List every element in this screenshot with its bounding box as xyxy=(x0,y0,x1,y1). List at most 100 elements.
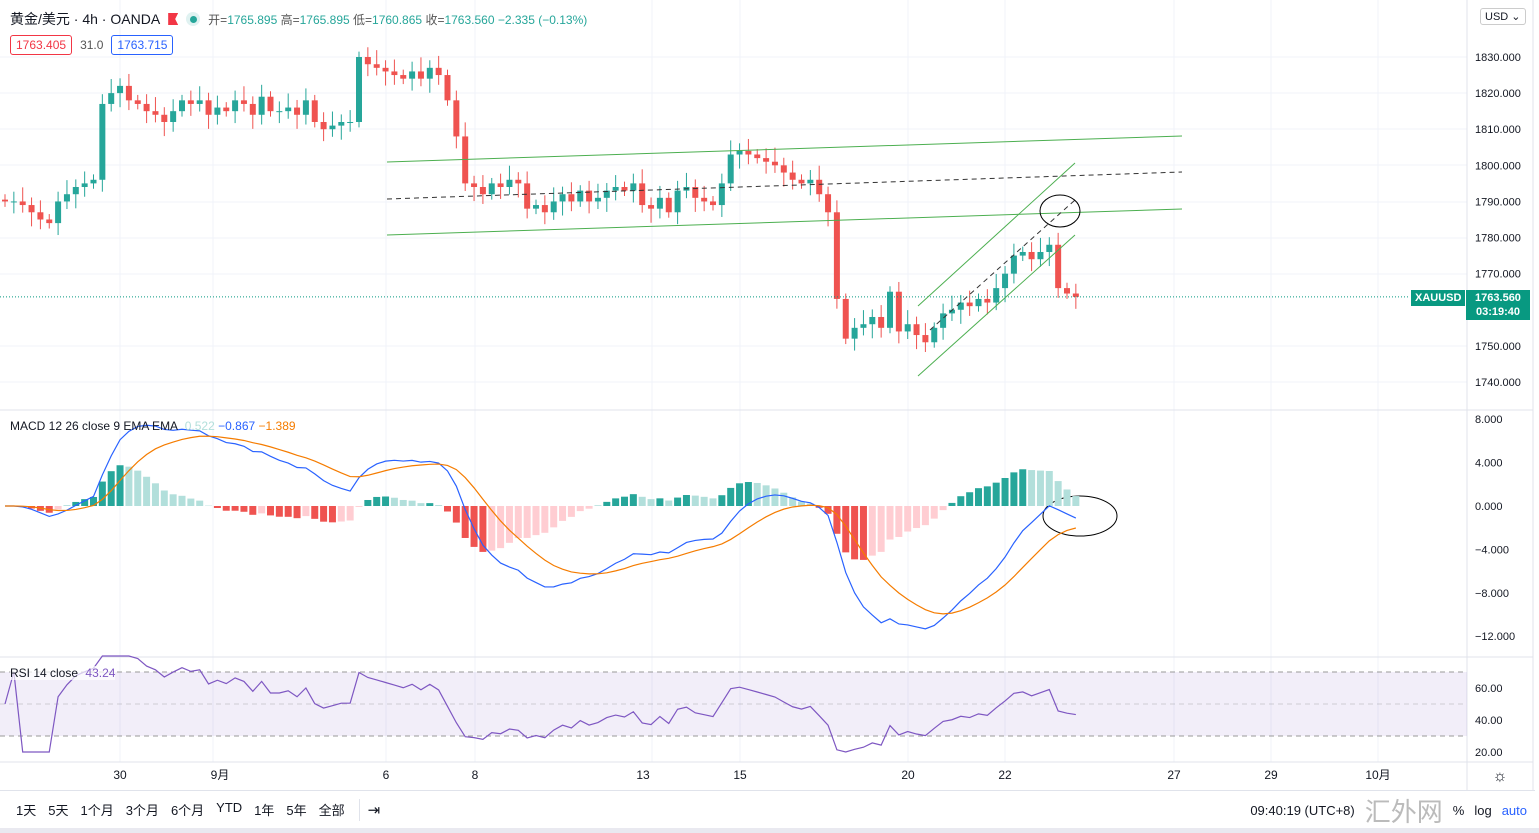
price-tick: 1740.000 xyxy=(1475,377,1521,389)
candle-body xyxy=(506,179,513,187)
macd-histogram-bar xyxy=(789,497,797,506)
macd-histogram-bar xyxy=(143,476,151,506)
candle-body xyxy=(612,186,619,191)
range-button[interactable]: 1个月 xyxy=(80,803,114,818)
candle-body xyxy=(621,186,628,191)
candle-body xyxy=(895,291,902,332)
range-button[interactable]: 5天 xyxy=(48,803,69,818)
range-button[interactable]: 3个月 xyxy=(125,803,159,818)
flag-icon[interactable] xyxy=(168,13,179,25)
macd-histogram-bar xyxy=(904,506,912,532)
macd-histogram-bar xyxy=(859,506,867,560)
calendar-goto-icon[interactable]: ⇥ xyxy=(367,801,381,819)
candle-body xyxy=(701,197,708,202)
macd-histogram-bar xyxy=(470,506,478,547)
candle-body xyxy=(409,71,416,79)
open-value: 1765.895 xyxy=(227,12,278,27)
candle-body xyxy=(338,121,345,126)
price-tick: 1780.000 xyxy=(1475,233,1521,245)
macd-histogram-bar xyxy=(390,497,398,506)
macd-histogram-bar xyxy=(444,506,451,512)
time-tick: 13 xyxy=(636,768,650,782)
candle-body xyxy=(488,183,495,195)
bar-countdown: 03:19:40 xyxy=(1475,306,1521,318)
candle-body xyxy=(957,302,964,310)
price-tick: 1810.000 xyxy=(1475,124,1521,136)
range-button[interactable]: YTD xyxy=(216,800,243,815)
candle-body xyxy=(931,327,938,343)
macd-histogram-bar xyxy=(249,506,257,515)
range-button[interactable]: 1天 xyxy=(16,803,37,818)
macd-histogram-bar xyxy=(346,506,354,521)
macd-histogram-bar xyxy=(930,506,938,519)
rsi-legend[interactable]: RSI 14 close 43.24 xyxy=(10,666,116,680)
candle-body xyxy=(710,201,716,206)
currency-select[interactable]: USD ⌄ xyxy=(1480,8,1526,25)
watermark-logo: 汇外网 xyxy=(1364,797,1443,828)
macd-histogram-bar xyxy=(417,503,425,506)
candle-body xyxy=(842,298,849,339)
macd-histogram-bar xyxy=(851,506,859,560)
channel-upper-line xyxy=(386,135,1183,163)
rising-channel-lower xyxy=(917,234,1076,377)
candle-body xyxy=(559,194,566,202)
candle-body xyxy=(594,197,601,202)
candle-body xyxy=(860,324,867,328)
macd-histogram-bar xyxy=(178,495,186,506)
last-price: 1763.560 xyxy=(1475,292,1521,304)
candle-body xyxy=(249,103,256,115)
macd-histogram-bar xyxy=(647,499,655,506)
chart-canvas[interactable]: 1830.000 1820.000 1810.000 1800.000 1790.000… xyxy=(0,0,1539,790)
candle-body xyxy=(391,71,398,76)
macd-histogram-bar xyxy=(461,506,469,538)
settings-gear-icon[interactable]: ☼ xyxy=(1493,768,1508,785)
sell-button[interactable]: 1763.405 xyxy=(10,35,73,55)
buy-button[interactable]: 1763.715 xyxy=(111,35,174,55)
currency-label: USD xyxy=(1485,11,1509,23)
macd-histogram-bar xyxy=(656,498,664,506)
candle-body xyxy=(913,324,920,336)
macd-histogram-bar xyxy=(81,499,89,506)
range-button[interactable]: 全部 xyxy=(318,803,345,818)
candle-body xyxy=(630,183,637,191)
log-toggle[interactable]: log xyxy=(1474,802,1492,818)
time-tick: 22 xyxy=(998,768,1012,782)
time-tick: 20 xyxy=(901,768,915,782)
auto-toggle[interactable]: auto xyxy=(1501,802,1527,818)
macd-histogram-bar xyxy=(240,506,248,512)
macd-tick: −8.000 xyxy=(1475,588,1509,600)
macd-histogram-bar xyxy=(328,506,336,523)
candle-body xyxy=(780,165,787,173)
macd-histogram-bar xyxy=(54,506,62,510)
macd-histogram-bar xyxy=(497,506,505,549)
range-button[interactable]: 5年 xyxy=(286,803,307,818)
divider xyxy=(358,798,360,821)
candle-body xyxy=(400,75,407,79)
range-button[interactable]: 1年 xyxy=(254,803,275,818)
price-tick: 1790.000 xyxy=(1475,196,1521,208)
symbol-name[interactable]: 黄金/美元 · 4h · OANDA xyxy=(10,11,161,27)
macd-histogram-bar xyxy=(682,495,690,506)
candle-body xyxy=(497,183,504,187)
macd-histogram-bar xyxy=(621,496,628,506)
macd-histogram-bar xyxy=(293,506,301,519)
percent-toggle[interactable]: % xyxy=(1452,802,1465,818)
candle-body xyxy=(55,201,62,224)
open-label: 开= xyxy=(208,12,228,27)
macd-histogram-bar xyxy=(691,495,699,506)
macd-histogram-bar xyxy=(992,482,1000,506)
rsi-value: 43.24 xyxy=(85,666,116,680)
candle-body xyxy=(214,107,221,115)
macd-histogram-bar xyxy=(771,488,779,506)
macd-histogram-bar xyxy=(382,496,390,506)
macd-histogram-bar xyxy=(90,496,97,506)
candle-body xyxy=(152,111,159,115)
range-button[interactable]: 6个月 xyxy=(170,803,205,818)
price-tick: 1820.000 xyxy=(1475,88,1521,100)
macd-legend[interactable]: MACD 12 26 close 9 EMA EMA 0.522 −0.867 … xyxy=(10,419,296,433)
macd-highlight-ellipse xyxy=(1042,495,1118,537)
candle-body xyxy=(825,194,832,213)
channel-lower-line xyxy=(386,208,1183,236)
macd-histogram-bar xyxy=(196,500,204,506)
macd-histogram-bar xyxy=(700,496,708,506)
